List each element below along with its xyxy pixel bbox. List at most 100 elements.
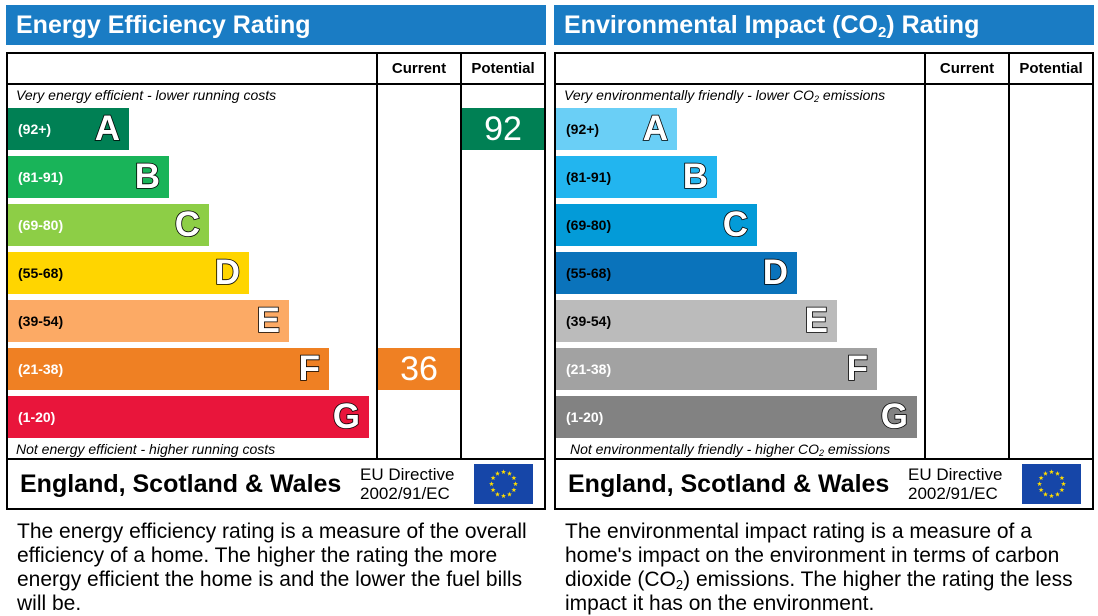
title-text: Environmental Impact (CO [564, 11, 878, 39]
environmental-impact-panel: Environmental Impact (CO2) Rating Curren… [554, 5, 1094, 510]
eu-star [1055, 471, 1060, 476]
caption-text-end: emissions [819, 87, 886, 103]
caption-subscript: 2 [814, 94, 820, 104]
band-range: (69-80) [18, 217, 64, 233]
rating-band-g: (1-20) G [8, 396, 369, 438]
eu-star [511, 475, 517, 481]
rating-band-c: (69-80) C [556, 204, 757, 246]
band-letter: E [256, 300, 281, 341]
eu-star [1059, 487, 1065, 493]
band-letter: E [804, 300, 829, 341]
band-range: (69-80) [566, 217, 612, 233]
band-range: (39-54) [566, 313, 612, 329]
region-label: England, Scotland & Wales [20, 470, 342, 498]
eu-star [1038, 475, 1044, 481]
column-divider [460, 54, 462, 458]
rating-band-b: (81-91) B [8, 156, 169, 198]
band-letter: C [174, 204, 201, 245]
rating-band-d: (55-68) D [8, 252, 249, 294]
caption-text: Very environmentally friendly - lower CO [564, 87, 815, 103]
band-range: (81-91) [566, 169, 612, 185]
band-range: (21-38) [18, 361, 64, 377]
eu-star [507, 471, 512, 476]
eu-star [513, 481, 518, 487]
rating-band-c: (69-80) C [8, 204, 209, 246]
eu-star [489, 481, 494, 487]
directive-line-1: EU Directive [908, 465, 1003, 484]
directive-line-1: EU Directive [360, 465, 455, 484]
band-letter: B [134, 156, 161, 197]
rating-band-g: (1-20) G [556, 396, 917, 438]
header-divider [556, 83, 1092, 85]
band-letter: A [642, 108, 669, 149]
rating-band-a: (92+) A [556, 108, 677, 150]
eu-star [501, 469, 506, 475]
column-divider [376, 54, 378, 458]
band-range: (55-68) [566, 265, 612, 281]
band-letter: D [762, 252, 789, 293]
rating-band-a: (92+) A [8, 108, 129, 150]
column-divider [924, 54, 926, 458]
band-letter: A [94, 108, 121, 149]
directive-line-2: 2002/91/EC [360, 484, 450, 503]
band-letter: F [846, 348, 869, 389]
band-range: (92+) [18, 121, 52, 137]
band-range: (1-20) [566, 409, 604, 425]
band-letter: B [682, 156, 709, 197]
rating-band-e: (39-54) E [556, 300, 837, 342]
eu-star [1037, 481, 1042, 487]
eu-star [495, 491, 500, 497]
eu-star [1055, 491, 1060, 497]
title-text-end: ) Rating [886, 11, 980, 39]
environment-panel-title: Environmental Impact (CO2) Rating [554, 5, 1094, 45]
caption-text: Not environmentally friendly - higher CO [570, 441, 819, 457]
top-caption: Very energy efficient - lower running co… [16, 87, 277, 103]
environment-rating-table: Current Potential Very environmentally f… [554, 52, 1094, 460]
potential-rating-value: 92 [462, 108, 544, 150]
bottom-caption: Not energy efficient - higher running co… [16, 441, 276, 457]
eu-star [490, 487, 496, 493]
bottom-caption: Not environmentally friendly - higher CO… [570, 441, 890, 458]
band-letter: F [298, 348, 321, 389]
current-column-header: Current [939, 60, 995, 77]
band-range: (92+) [566, 121, 600, 137]
band-range: (39-54) [18, 313, 64, 329]
potential-column-header: Potential [1019, 60, 1083, 77]
energy-efficiency-panel: Energy Efficiency Rating Current Potenti… [6, 5, 546, 510]
current-rating-value: 36 [378, 348, 460, 390]
eu-star [1049, 469, 1054, 475]
top-caption: Very environmentally friendly - lower CO… [564, 87, 886, 104]
rating-band-b: (81-91) B [556, 156, 717, 198]
current-column-header: Current [391, 60, 447, 77]
eu-flag-icon [474, 464, 533, 504]
energy-rating-table: Current Potential Very energy efficient … [6, 52, 546, 460]
description-text: The environmental impact rating is a mea… [565, 520, 1060, 591]
eu-star [1049, 493, 1054, 499]
header-divider [8, 83, 544, 85]
eu-star [495, 471, 500, 476]
eu-star [507, 491, 512, 497]
eu-star [501, 493, 506, 499]
band-letter: G [880, 396, 909, 437]
band-letter: C [722, 204, 749, 245]
rating-band-d: (55-68) D [556, 252, 797, 294]
energy-description: The energy efficiency rating is a measur… [17, 520, 527, 615]
band-letter: G [332, 396, 361, 437]
description-text-end: ) emissions. The higher the rating the l… [565, 568, 1073, 615]
eu-star [1043, 491, 1048, 497]
caption-subscript: 2 [819, 448, 825, 458]
eu-star [490, 475, 496, 481]
directive-line-2: 2002/91/EC [908, 484, 998, 503]
eu-star [1038, 487, 1044, 493]
eu-directive: EU Directive 2002/91/EC [360, 465, 454, 503]
eu-directive: EU Directive 2002/91/EC [908, 465, 1002, 503]
description-subscript: 2 [675, 577, 684, 592]
eu-star [511, 487, 517, 493]
band-range: (21-38) [566, 361, 612, 377]
band-range: (81-91) [18, 169, 64, 185]
band-range: (55-68) [18, 265, 64, 281]
column-divider [1008, 54, 1010, 458]
eu-star [1059, 475, 1065, 481]
band-letter: D [214, 252, 241, 293]
environment-description: The environmental impact rating is a mea… [565, 520, 1085, 616]
